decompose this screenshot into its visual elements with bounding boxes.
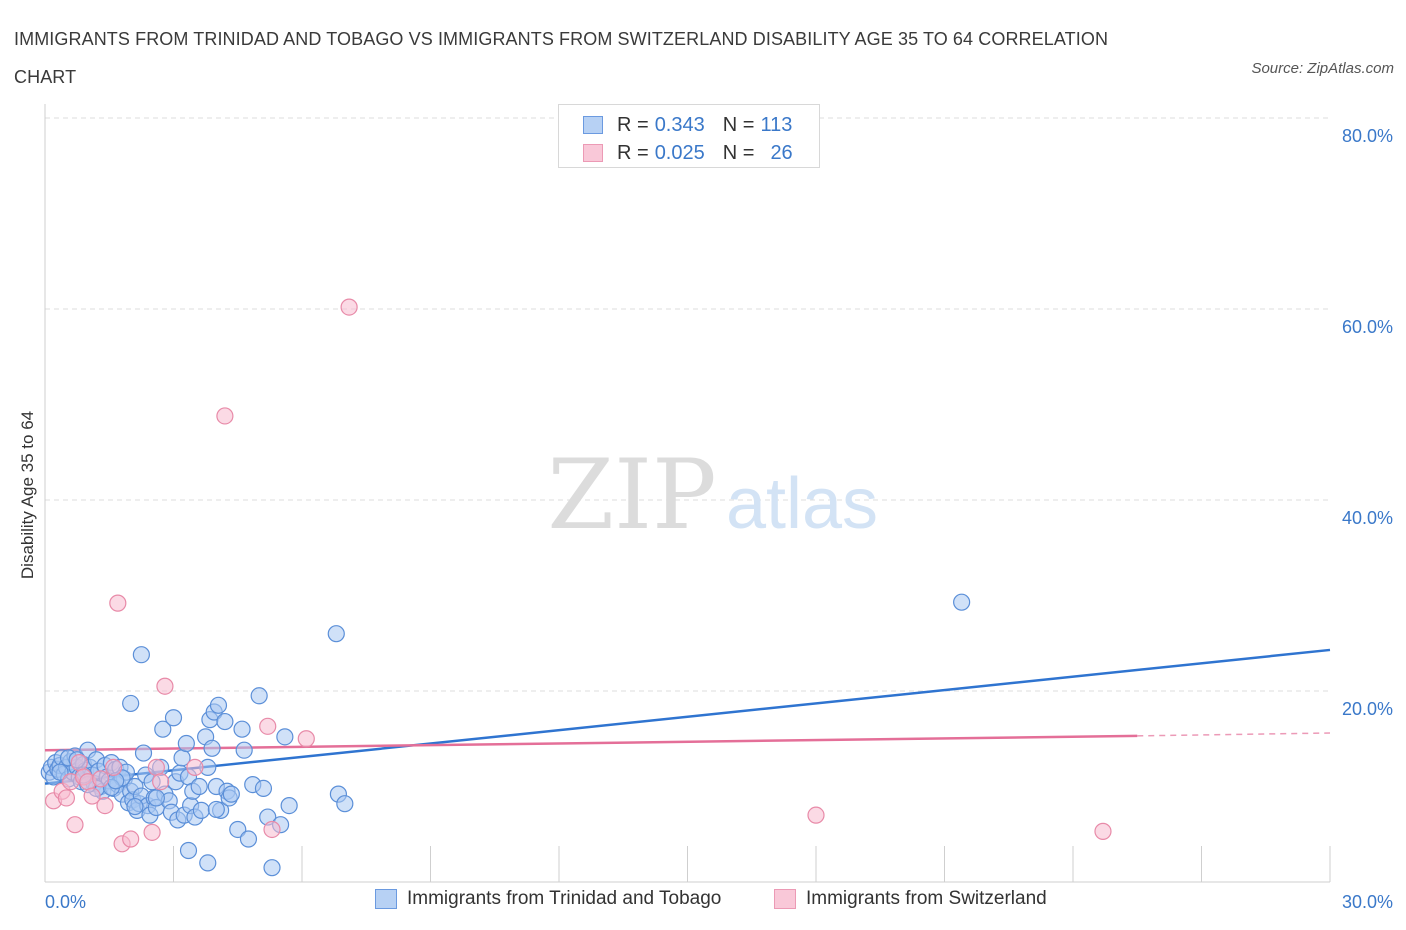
point-switzerland — [216, 407, 234, 425]
point-trinidad — [134, 744, 153, 762]
trendline-switzerland-extension — [1137, 732, 1331, 737]
tick-labels: 20.0% 40.0% 60.0% 80.0% 0.0% 30.0% — [45, 126, 1393, 912]
trendline-trinidad — [44, 648, 1331, 785]
point-switzerland — [186, 758, 204, 777]
y-tick-label: 20.0% — [1342, 699, 1393, 719]
chart-title: IMMIGRANTS FROM TRINIDAD AND TOBAGO VS I… — [14, 29, 1109, 87]
y-tick-label: 80.0% — [1342, 126, 1393, 146]
stats-row-blue: R = 0.343 N = 113 — [583, 113, 792, 137]
point-switzerland — [122, 830, 140, 848]
point-trinidad — [122, 694, 140, 713]
point-trinidad — [203, 739, 221, 757]
point-switzerland — [92, 770, 110, 788]
y-tick-label: 60.0% — [1342, 317, 1393, 337]
point-trinidad — [263, 859, 281, 877]
point-switzerland — [156, 677, 174, 695]
y-axis-label: Disability Age 35 to 64 — [18, 410, 37, 580]
point-switzerland — [70, 754, 88, 772]
point-switzerland — [104, 758, 123, 777]
point-trinidad — [250, 687, 268, 705]
point-switzerland — [147, 758, 165, 777]
data-points — [40, 298, 1112, 877]
blue-swatch — [375, 889, 397, 909]
point-trinidad — [192, 801, 210, 819]
n-value: 113 — [760, 113, 793, 136]
point-trinidad — [336, 795, 354, 813]
legend-label-trinidad: Immigrants from Trinidad and Tobago — [407, 888, 722, 909]
point-switzerland — [143, 823, 161, 841]
point-trinidad — [190, 777, 208, 796]
point-trinidad — [327, 625, 345, 643]
point-trinidad — [164, 709, 183, 727]
blue-swatch — [583, 116, 603, 134]
watermark-atlas: atlas — [726, 464, 878, 544]
point-trinidad — [233, 720, 251, 738]
point-trinidad — [239, 830, 258, 848]
source-label: Source: ZipAtlas.com — [1251, 60, 1394, 77]
point-trinidad — [222, 785, 240, 803]
r-value: 0.025 — [654, 141, 705, 164]
legend-item-trinidad[interactable]: Immigrants from Trinidad and Tobago — [375, 888, 721, 910]
point-switzerland — [297, 730, 315, 748]
point-trinidad — [276, 728, 294, 746]
n-label: N = — [722, 141, 755, 164]
stats-legend: R = 0.343 N = 113 R = 0.025 N = 26 — [558, 104, 820, 168]
r-label: R = — [617, 141, 649, 164]
point-trinidad — [254, 779, 273, 798]
watermark: ZIP atlas — [547, 439, 878, 551]
n-label: N = — [722, 113, 755, 136]
point-trinidad — [953, 593, 971, 611]
point-trinidad — [209, 696, 228, 714]
point-switzerland — [83, 787, 101, 805]
point-trinidad — [126, 797, 144, 816]
pink-swatch — [583, 144, 603, 162]
point-trinidad — [179, 841, 198, 860]
point-switzerland — [340, 298, 358, 316]
point-switzerland — [259, 717, 277, 735]
point-switzerland — [1094, 822, 1112, 840]
point-switzerland — [263, 820, 281, 839]
point-switzerland — [152, 773, 170, 791]
point-trinidad — [235, 741, 253, 759]
point-trinidad — [280, 796, 298, 815]
point-trinidad — [154, 720, 172, 738]
point-trinidad — [229, 820, 247, 839]
axes — [44, 104, 1331, 883]
r-value: 0.343 — [654, 113, 705, 136]
point-switzerland — [807, 806, 825, 824]
x-tick-label-max: 30.0% — [1342, 892, 1393, 912]
point-switzerland — [109, 594, 127, 612]
r-label: R = — [617, 113, 649, 136]
point-switzerland — [57, 789, 76, 807]
stats-row-pink: R = 0.025 N = 26 — [583, 141, 793, 165]
trend-lines — [44, 648, 1331, 785]
point-trinidad — [51, 763, 69, 781]
point-trinidad — [216, 712, 234, 731]
watermark-zip: ZIP — [547, 439, 716, 551]
point-switzerland — [96, 796, 114, 815]
trendline-switzerland — [44, 734, 1138, 752]
point-trinidad — [132, 646, 150, 664]
point-trinidad — [147, 789, 165, 807]
series-legend: Immigrants from Trinidad and Tobago Immi… — [0, 888, 1406, 916]
n-value: 26 — [770, 141, 793, 164]
point-trinidad — [199, 854, 217, 872]
y-tick-label: 40.0% — [1342, 508, 1393, 528]
legend-item-switzerland[interactable]: Immigrants from Switzerland — [774, 888, 1047, 910]
point-trinidad — [177, 734, 195, 753]
point-trinidad — [207, 800, 225, 819]
point-switzerland — [66, 816, 84, 834]
x-tick-label-min: 0.0% — [45, 892, 86, 912]
pink-swatch — [774, 889, 796, 909]
grid-lines — [45, 117, 1330, 692]
legend-label-switzerland: Immigrants from Switzerland — [806, 888, 1047, 909]
